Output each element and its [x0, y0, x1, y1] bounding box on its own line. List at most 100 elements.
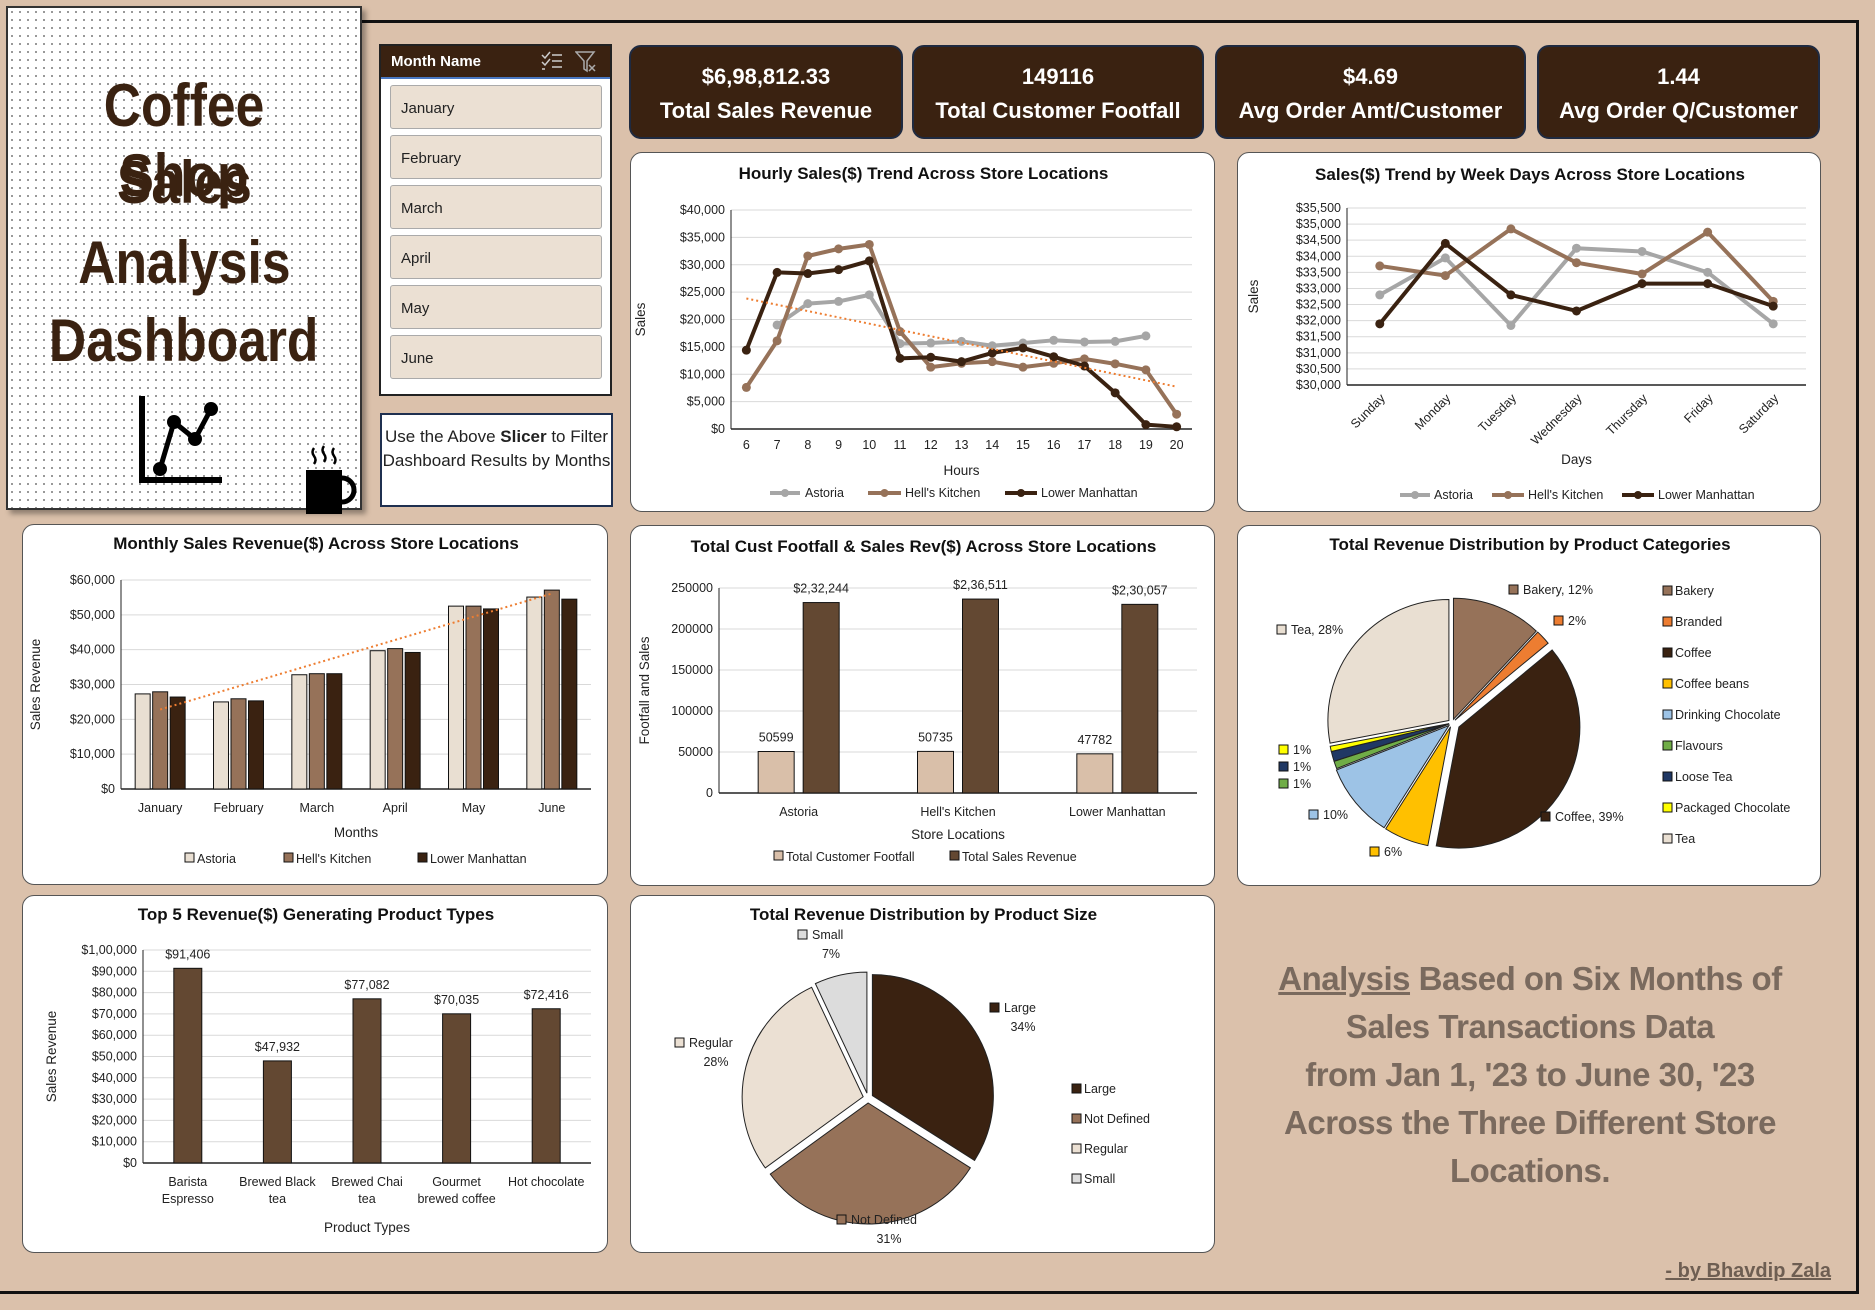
bar	[802, 602, 840, 794]
x-tick-label: January	[138, 801, 183, 815]
data-point	[1572, 306, 1581, 316]
data-label-percent: 31%	[876, 1232, 901, 1246]
x-tick-label: April	[383, 801, 408, 815]
bar	[531, 1008, 561, 1164]
legend-label: Hell's Kitchen	[905, 486, 980, 500]
multi-select-icon[interactable]	[541, 51, 563, 71]
bar	[152, 691, 169, 790]
legend-marker	[1504, 491, 1512, 499]
x-tick-label: June	[538, 801, 565, 815]
data-label-swatch	[1276, 624, 1287, 635]
legend-marker	[1634, 491, 1642, 499]
x-tick-label: 16	[1047, 438, 1061, 452]
summary-line: Locations.	[1449, 1152, 1611, 1189]
legend-swatch	[1662, 616, 1673, 627]
legend-swatch	[417, 852, 428, 863]
y-tick-label: 0	[706, 786, 713, 800]
data-label-percent: 7%	[822, 947, 840, 961]
x-tick-label: 12	[924, 438, 938, 452]
data-point	[1141, 331, 1151, 341]
y-tick-label: 100000	[671, 704, 713, 718]
data-point	[1141, 365, 1151, 375]
data-point	[772, 267, 782, 277]
slicer-item-may[interactable]: May	[390, 285, 602, 329]
y-tick-label: 150000	[671, 663, 713, 677]
legend-marker	[1017, 489, 1025, 497]
bar	[526, 596, 543, 790]
chart-title: Total Revenue Distribution by Product Si…	[750, 905, 1097, 924]
slicer-item-march[interactable]: March	[390, 185, 602, 229]
slicer-item-june[interactable]: June	[390, 335, 602, 379]
x-tick-label: Barista	[168, 1175, 207, 1189]
legend-swatch	[283, 852, 294, 863]
x-tick-label: 9	[835, 438, 842, 452]
data-label-swatch	[1278, 761, 1289, 772]
x-tick-label: Brewed Chai	[331, 1175, 403, 1189]
data-point	[1172, 422, 1182, 432]
data-point	[1375, 261, 1385, 271]
y-tick-label: $80,000	[92, 986, 137, 1000]
chart-canvas: $0 $10,000 $20,000 $30,000 $40,000 $50,000 $60…	[44, 905, 591, 1235]
data-label: 1%	[1293, 760, 1311, 774]
y-tick-label: 50000	[678, 745, 713, 759]
dashboard-title-line: Coffee Shop	[8, 71, 360, 211]
note-text: to Filter Dashboard Results by Months	[382, 427, 611, 470]
data-point	[1703, 227, 1713, 237]
slicer-item-april[interactable]: April	[390, 235, 602, 279]
data-point	[803, 299, 813, 309]
data-point	[741, 345, 751, 355]
bar	[387, 648, 404, 790]
data-label: 50599	[759, 731, 794, 745]
clear-filter-icon[interactable]	[575, 51, 597, 73]
y-tick-label: $34,500	[1296, 233, 1341, 247]
data-point	[864, 239, 874, 249]
legend-label: Lower Manhattan	[1041, 486, 1138, 500]
data-label-swatch	[674, 1037, 685, 1048]
data-label-swatch	[1278, 744, 1289, 755]
data-point	[1703, 279, 1713, 289]
slicer-header: Month Name	[381, 46, 610, 79]
data-point	[803, 269, 813, 279]
kpi-value: 1.44	[1657, 64, 1700, 89]
size-revenue-pie-chart: Total Revenue Distribution by Product Si…	[630, 895, 1215, 1253]
x-tick-label: Tuesday	[1476, 391, 1520, 435]
x-tick-label: 8	[804, 438, 811, 452]
data-point	[1703, 267, 1713, 277]
y-tick-label: 200000	[671, 622, 713, 636]
legend-label: Regular	[1084, 1142, 1128, 1156]
legend-swatch	[1662, 585, 1673, 596]
x-tick-label: Thursday	[1603, 391, 1650, 438]
legend-marker	[781, 489, 789, 497]
legend-swatch	[949, 850, 960, 861]
slicer-item-february[interactable]: February	[390, 135, 602, 179]
coffee-cup-icon	[306, 445, 357, 514]
data-label: $47,932	[255, 1040, 300, 1054]
y-tick-label: $34,000	[1296, 249, 1341, 263]
kpi-value: $6,98,812.33	[701, 64, 831, 89]
summary-line: Sales Transactions Data	[1345, 1008, 1715, 1045]
data-label: Not Defined	[851, 1213, 917, 1227]
line-chart-icon	[139, 396, 222, 483]
data-label: $77,082	[344, 978, 389, 992]
legend-label: Small	[1084, 1172, 1115, 1186]
bar	[442, 1013, 472, 1164]
data-point	[926, 352, 936, 362]
chart-title: Total Cust Footfall & Sales Rev($) Acros…	[691, 537, 1157, 556]
slicer-instruction-note: Use the Above Slicer to Filter Dashboard…	[380, 413, 613, 507]
legend-swatch	[1662, 833, 1673, 844]
kpi-label: Avg Order Amt/Customer	[1238, 98, 1503, 123]
y-tick-label: $32,000	[1296, 314, 1341, 328]
data-label: $91,406	[165, 947, 210, 961]
slicer-item-january[interactable]: January	[390, 85, 602, 129]
y-tick-label: $31,000	[1296, 346, 1341, 360]
data-point	[957, 357, 966, 367]
x-axis-title: Product Types	[324, 1220, 410, 1235]
bar	[561, 598, 578, 790]
legend-label: Total Sales Revenue	[962, 850, 1077, 864]
pie-slice	[1327, 598, 1450, 744]
y-tick-label: $20,000	[70, 712, 115, 726]
bar	[262, 1060, 292, 1164]
bar	[404, 651, 421, 790]
chart-title: Top 5 Revenue($) Generating Product Type…	[138, 905, 494, 924]
x-tick-label: Hot chocolate	[508, 1175, 584, 1189]
